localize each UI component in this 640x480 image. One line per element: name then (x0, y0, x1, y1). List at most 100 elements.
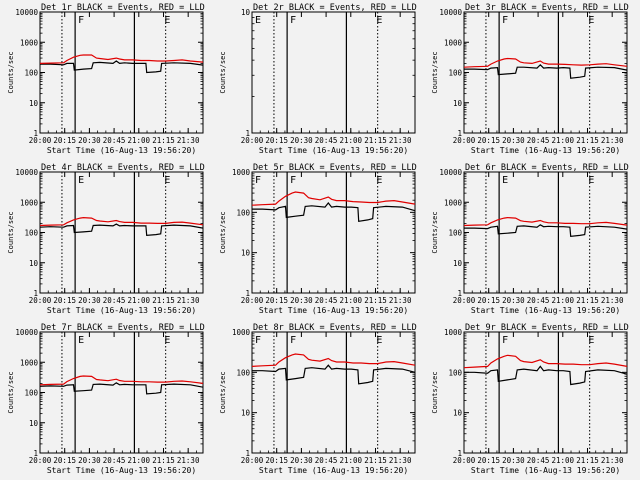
x-axis-label: Start Time (16-Aug-13 19:56:20) (259, 466, 408, 475)
panel-title: Det 2r BLACK = Events, RED = LLD (253, 3, 417, 13)
marker-letter: F (290, 15, 296, 26)
y-tick-label: 10 (453, 99, 463, 108)
x-tick-label: 20:45 (315, 296, 338, 305)
x-tick-label: 21:00 (551, 136, 574, 145)
x-tick-label: 21:30 (601, 296, 624, 305)
x-tick-label: 20:15 (265, 456, 288, 465)
marker-letter: F (502, 15, 508, 26)
detector-panel: Det 4r BLACK = Events, RED = LLD 1 10 100 10… (7, 163, 205, 315)
y-tick-label: 1000 (444, 198, 463, 207)
y-axis-label: Counts/sec (219, 371, 227, 413)
x-tick-label: 20:15 (477, 136, 500, 145)
x-axis-label: Start Time (16-Aug-13 19:56:20) (47, 306, 196, 315)
x-axis-label: Start Time (16-Aug-13 19:56:20) (47, 466, 196, 475)
y-axis-label: Counts/sec (431, 371, 439, 413)
y-tick-label: 1000 (20, 38, 39, 47)
x-axis-label: Start Time (16-Aug-13 19:56:20) (471, 146, 620, 155)
y-tick-label: 100 (236, 368, 250, 377)
y-tick-label: 10 (29, 419, 39, 428)
y-tick-label: 1 (33, 129, 38, 138)
x-tick-label: 20:30 (290, 456, 313, 465)
y-axis-label: Counts/sec (219, 211, 227, 253)
events-rate-line (40, 60, 204, 74)
x-tick-label: 21:30 (389, 296, 412, 305)
y-tick-label: 100 (236, 208, 250, 217)
marker-letter: E (376, 15, 382, 26)
marker-letter: F (78, 15, 84, 26)
x-tick-label: 20:15 (477, 296, 500, 305)
y-tick-label: 100 (448, 69, 462, 78)
x-tick-label: 20:30 (502, 136, 525, 145)
x-tick-label: 21:15 (152, 136, 175, 145)
panel-title: Det 8r BLACK = Events, RED = LLD (253, 323, 417, 333)
marker-letter: E (588, 335, 594, 346)
y-tick-label: 1 (245, 129, 250, 138)
x-tick-label: 20:00 (29, 136, 52, 145)
x-tick-label: 21:30 (177, 296, 200, 305)
y-tick-label: 1 (33, 289, 38, 298)
y-tick-label: 1000 (444, 38, 463, 47)
x-tick-label: 21:15 (152, 456, 175, 465)
x-tick-label: 20:00 (453, 456, 476, 465)
y-axis-label: Counts/sec (7, 51, 15, 93)
y-tick-label: 1 (245, 289, 250, 298)
lld-rate-line (463, 57, 628, 68)
x-tick-label: 20:30 (78, 456, 101, 465)
y-tick-label: 100 (24, 389, 38, 398)
y-tick-label: 10 (453, 409, 463, 418)
x-tick-label: 21:15 (576, 296, 599, 305)
marker-letter: E (164, 15, 170, 26)
y-tick-label: 10000 (15, 328, 38, 337)
x-tick-label: 20:30 (290, 296, 313, 305)
lld-rate-line (251, 353, 416, 367)
x-tick-label: 20:00 (453, 296, 476, 305)
marker-letter: E (502, 175, 508, 186)
y-tick-label: 10000 (439, 8, 462, 17)
x-tick-label: 21:00 (127, 456, 150, 465)
marker-letter: F (255, 175, 261, 186)
lld-rate-line (39, 375, 204, 386)
x-tick-label: 20:45 (315, 136, 338, 145)
x-tick-label: 21:00 (551, 296, 574, 305)
x-tick-label: 20:30 (502, 296, 525, 305)
events-rate-line (464, 365, 628, 386)
y-tick-label: 10000 (15, 8, 38, 17)
marker-letter: E (376, 175, 382, 186)
x-tick-label: 20:45 (103, 456, 126, 465)
marker-letter: E (255, 15, 261, 26)
x-tick-label: 20:45 (527, 456, 550, 465)
x-axis-label: Start Time (16-Aug-13 19:56:20) (471, 466, 620, 475)
lld-rate-line (463, 216, 628, 227)
x-tick-label: 21:30 (389, 456, 412, 465)
y-axis-label: Counts/sec (219, 51, 227, 93)
x-tick-label: 20:45 (527, 136, 550, 145)
x-tick-label: 20:00 (241, 456, 264, 465)
x-tick-label: 20:00 (29, 296, 52, 305)
y-tick-label: 10 (241, 8, 251, 17)
x-tick-label: 20:15 (265, 136, 288, 145)
panel-title: Det 5r BLACK = Events, RED = LLD (253, 163, 417, 173)
x-tick-label: 20:45 (527, 296, 550, 305)
x-tick-label: 21:00 (551, 456, 574, 465)
x-tick-label: 21:15 (576, 456, 599, 465)
events-rate-line (39, 382, 204, 395)
y-tick-label: 10 (241, 249, 251, 258)
lld-rate-line (463, 354, 628, 369)
plot-frame (251, 331, 416, 454)
y-tick-label: 1000 (232, 168, 251, 177)
panel-title: Det 4r BLACK = Events, RED = LLD (41, 163, 205, 173)
x-axis-label: Start Time (16-Aug-13 19:56:20) (259, 146, 408, 155)
events-rate-line (464, 224, 628, 237)
x-tick-label: 21:30 (177, 456, 200, 465)
x-tick-label: 20:15 (477, 456, 500, 465)
events-rate-line (464, 63, 628, 79)
x-tick-label: 21:30 (177, 136, 200, 145)
marker-letter: F (290, 175, 296, 186)
panel-title: Det 7r BLACK = Events, RED = LLD (41, 323, 205, 333)
marker-letter: E (78, 175, 84, 186)
y-tick-label: 100 (24, 69, 38, 78)
y-tick-label: 10 (241, 409, 251, 418)
x-tick-label: 21:15 (364, 136, 387, 145)
y-tick-label: 1000 (20, 358, 39, 367)
